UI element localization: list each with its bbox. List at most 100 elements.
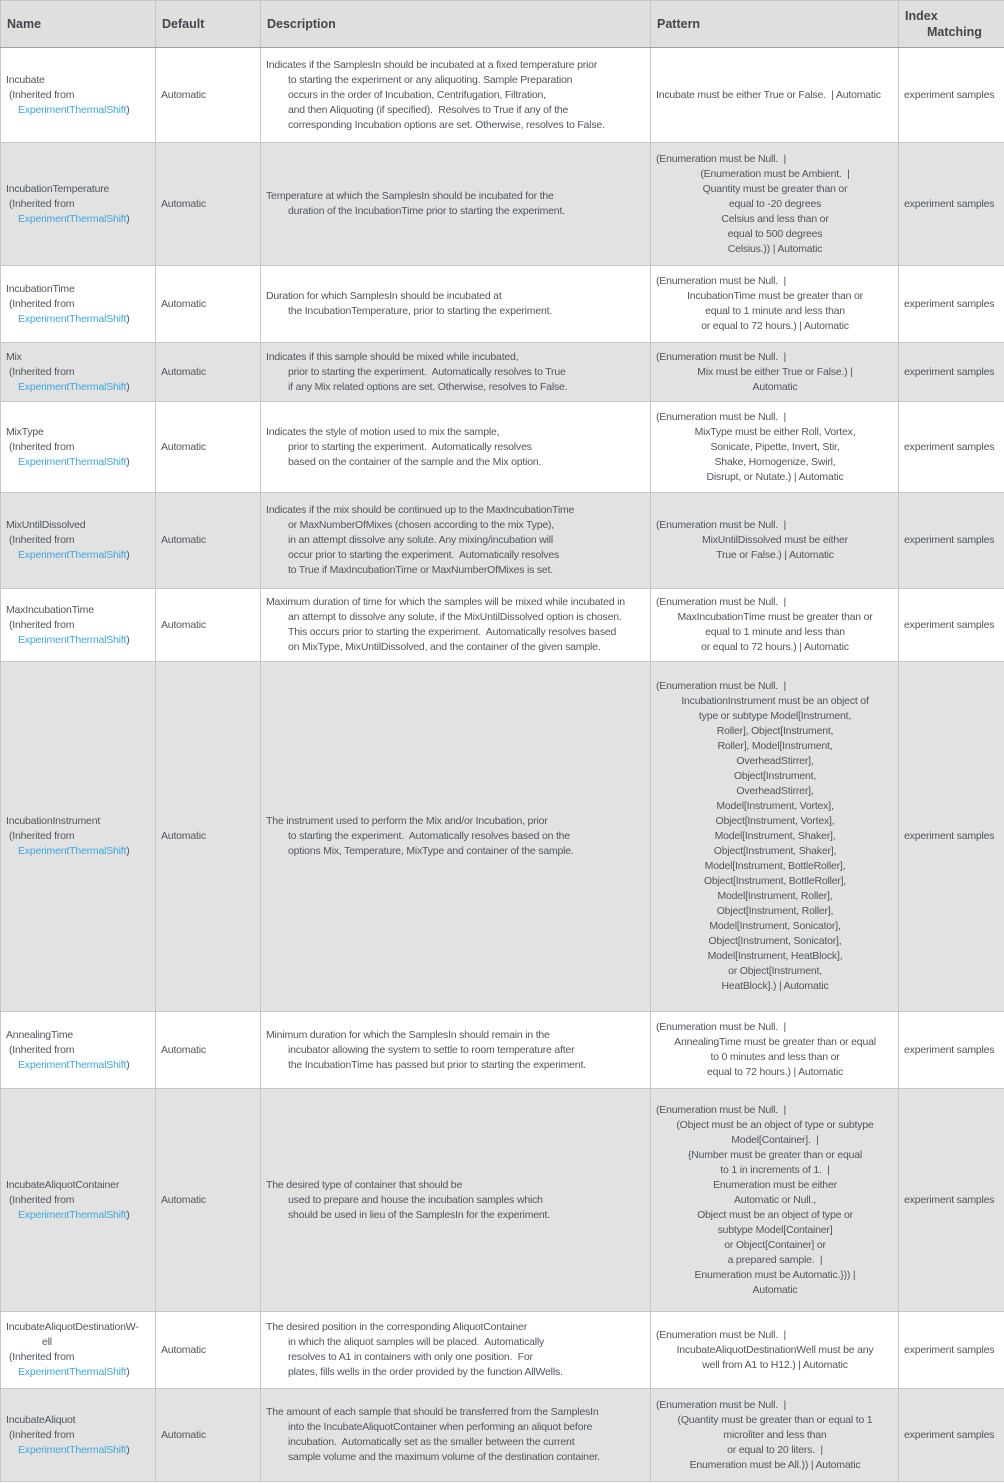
- option-name-cell: IncubateAliquotDestinationW-ell (Inherit…: [0, 1311, 156, 1389]
- experiment-thermal-shift-link[interactable]: ExperimentThermalShift: [18, 380, 127, 393]
- pln-line: Automatic: [752, 380, 798, 393]
- pln-line: well from A1 to H12.) | Automatic: [702, 1358, 848, 1371]
- pln-line: AnnealingTime must be greater than or eq…: [674, 1036, 876, 1048]
- inherited-from-label: (Inherited from: [9, 830, 75, 842]
- inherited-from-label: (Inherited from: [9, 197, 75, 210]
- index-matching-cell: experiment samples: [898, 492, 1004, 589]
- dln-line: resolves to A1 in containers with only o…: [288, 1351, 533, 1363]
- option-name: AnnealingTime: [6, 1028, 151, 1043]
- index-matching-header-line: Matching: [927, 25, 982, 39]
- pln-line: IncubationTime must be greater than or: [687, 290, 863, 302]
- table-row: Mix (Inherited from ExperimentThermalShi…: [0, 342, 1004, 402]
- pln-line: {Number must be greater than or equal: [687, 1148, 863, 1161]
- table-header: Name Default Description Pattern Index M…: [0, 0, 1004, 48]
- pln-line: to 1 in increments of 1. |: [720, 1163, 830, 1176]
- dln-line: Indicates the style of motion used to mi…: [266, 425, 500, 438]
- index-matching-cell: experiment samples: [898, 401, 1004, 493]
- dln-line: corresponding Incubation options are set…: [288, 118, 605, 131]
- pln-line: True or False.) | Automatic: [716, 549, 834, 561]
- pln-line: IncubateAliquotDestinationWell must be a…: [676, 1343, 874, 1356]
- default-cell: Automatic: [155, 1311, 261, 1389]
- dln-line: occurs in the order of Incubation, Centr…: [288, 88, 546, 101]
- pln-line: Object[Instrument, Sonicator],: [708, 935, 842, 947]
- link-close-paren: ): [126, 455, 130, 468]
- default-value: Automatic: [161, 365, 206, 378]
- pln-line: Model[Instrument, Roller],: [717, 890, 833, 902]
- ln-line: MixType: [6, 425, 44, 438]
- table-row: MaxIncubationTime (Inherited from Experi…: [0, 588, 1004, 662]
- experiment-thermal-shift-link[interactable]: ExperimentThermalShift: [18, 1208, 127, 1221]
- description-cell: Indicates if this sample should be mixed…: [260, 342, 651, 402]
- index-matching-cell: experiment samples: [898, 1388, 1004, 1482]
- dln-line: The amount of each sample that should be…: [266, 1406, 599, 1418]
- pln-line: MaxIncubationTime must be greater than o…: [677, 611, 873, 623]
- experiment-thermal-shift-link[interactable]: ExperimentThermalShift: [18, 1443, 127, 1456]
- column-header-pattern: Pattern: [650, 0, 899, 48]
- default-value: Automatic: [161, 830, 206, 842]
- option-name: Incubate: [6, 73, 151, 88]
- pln-line: Automatic or Null.,: [734, 1193, 816, 1206]
- ln-line: AnnealingTime: [6, 1028, 74, 1041]
- default-value: Automatic: [161, 618, 206, 631]
- dln-line: Minimum duration for which the SamplesIn…: [266, 1028, 550, 1041]
- pln-line: (Enumeration must be Null. |: [656, 152, 786, 165]
- pln-line: (Enumeration must be Null. |: [656, 1103, 786, 1116]
- dln-line: Indicates if the SamplesIn should be inc…: [266, 58, 598, 71]
- default-value: Automatic: [161, 1428, 206, 1441]
- experiment-thermal-shift-link[interactable]: ExperimentThermalShift: [18, 633, 127, 646]
- ln-line: MixUntilDissolved: [6, 519, 86, 531]
- dln-line: used to prepare and house the incubation…: [288, 1193, 543, 1206]
- pln-line: equal to 1 minute and less than: [705, 305, 845, 317]
- pln-line: a prepared sample. |: [727, 1253, 823, 1266]
- option-name: IncubationTime: [6, 282, 151, 297]
- experiment-thermal-shift-link[interactable]: ExperimentThermalShift: [18, 103, 127, 116]
- experiment-thermal-shift-link[interactable]: ExperimentThermalShift: [18, 1058, 127, 1071]
- dln-line: in which the aliquot samples will be pla…: [288, 1336, 545, 1348]
- experiment-thermal-shift-link[interactable]: ExperimentThermalShift: [18, 212, 127, 225]
- pln-line: (Enumeration must be Null. |: [656, 680, 786, 692]
- index-matching-cell: experiment samples: [898, 1088, 1004, 1312]
- default-cell: Automatic: [155, 588, 261, 662]
- dln-line: and then Aliquoting (if specified). Reso…: [288, 103, 569, 116]
- inherited-from-link-line: ExperimentThermalShift): [6, 380, 151, 395]
- pln-line: (Enumeration must be Ambient. |: [700, 167, 850, 180]
- experiment-thermal-shift-link[interactable]: ExperimentThermalShift: [18, 845, 127, 857]
- ln-line: Incubate: [6, 73, 45, 86]
- pattern-cell: (Enumeration must be Null. | (Object must…: [650, 1088, 899, 1312]
- pln-line: (Enumeration must be Null. |: [656, 410, 786, 423]
- pln-line: Enumeration must be either: [713, 1178, 837, 1191]
- option-name-cell: IncubateAliquot (Inherited from Experime…: [0, 1388, 156, 1482]
- pln-line: (Enumeration must be Null. |: [656, 1328, 786, 1341]
- experiment-thermal-shift-link[interactable]: ExperimentThermalShift: [18, 549, 127, 561]
- inherited-from-label: (Inherited from: [9, 534, 75, 546]
- pln-line: to 0 minutes and less than or: [710, 1051, 840, 1063]
- link-close-paren: ): [126, 549, 130, 561]
- pln-line: equal to 500 degrees: [727, 227, 823, 240]
- inherited-from-link-line: ExperimentThermalShift): [6, 548, 151, 563]
- default-cell: Automatic: [155, 492, 261, 589]
- option-name-cell: IncubateAliquotContainer (Inherited from…: [0, 1088, 156, 1312]
- pln-line: HeatBlock].) | Automatic: [721, 980, 829, 992]
- pln-line: Sonicate, Pipette, Invert, Stir,: [710, 440, 840, 453]
- dln-line: Duration for which SamplesIn should be i…: [266, 290, 502, 302]
- inherited-from-link-line: ExperimentThermalShift): [6, 633, 151, 648]
- experiment-thermal-shift-link[interactable]: ExperimentThermalShift: [18, 455, 127, 468]
- pln-line: Quantity must be greater than or: [702, 182, 848, 195]
- pln-line: Model[Instrument, HeatBlock],: [707, 950, 843, 962]
- table-row: IncubateAliquotContainer (Inherited from…: [0, 1088, 1004, 1312]
- index-matching-cell: experiment samples: [898, 265, 1004, 343]
- default-cell: Automatic: [155, 1388, 261, 1482]
- experiment-thermal-shift-link[interactable]: ExperimentThermalShift: [18, 1366, 127, 1378]
- experiment-thermal-shift-link[interactable]: ExperimentThermalShift: [18, 312, 127, 325]
- inherited-from-label: (Inherited from: [9, 88, 75, 101]
- default-value: Automatic: [161, 297, 206, 310]
- pln-line: Celsius and less than or: [721, 212, 829, 225]
- pln-line: Object[Instrument,: [733, 770, 817, 782]
- index-matching-value: experiment samples: [904, 440, 995, 453]
- option-name: IncubationInstrument: [6, 814, 151, 829]
- inherited-from-label: (Inherited from: [9, 1428, 75, 1441]
- default-value: Automatic: [161, 88, 206, 101]
- option-name-cell: IncubationInstrument (Inherited from Exp…: [0, 661, 156, 1012]
- dln-line: plates, fills wells in the order provide…: [288, 1366, 563, 1378]
- option-name-cell: AnnealingTime (Inherited from Experiment…: [0, 1011, 156, 1089]
